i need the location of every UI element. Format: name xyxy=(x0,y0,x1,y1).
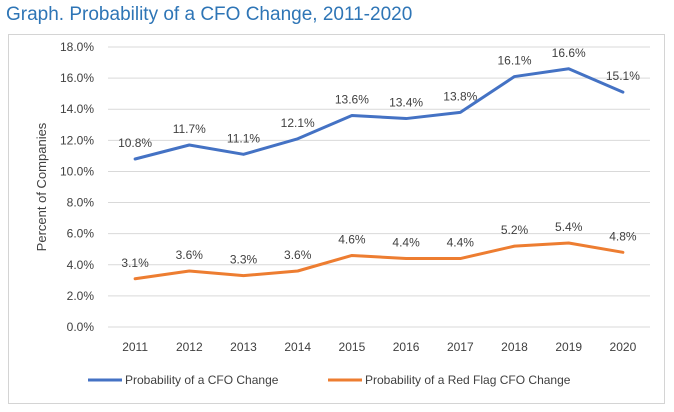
y-tick-label: 12.0% xyxy=(60,133,94,147)
data-label: 3.6% xyxy=(176,248,204,262)
data-label: 3.6% xyxy=(284,248,312,262)
y-tick-label: 14.0% xyxy=(60,102,94,116)
data-label: 13.4% xyxy=(389,96,423,110)
data-label: 10.8% xyxy=(118,136,152,150)
data-label: 4.4% xyxy=(447,236,475,250)
x-tick-label: 2018 xyxy=(501,340,528,354)
data-label: 5.2% xyxy=(501,223,529,237)
y-tick-label: 8.0% xyxy=(67,196,95,210)
y-tick-label: 4.0% xyxy=(67,258,95,272)
y-tick-label: 16.0% xyxy=(60,71,94,85)
data-label: 12.1% xyxy=(281,116,315,130)
data-label: 5.4% xyxy=(555,220,583,234)
data-label: 15.1% xyxy=(606,69,640,83)
x-tick-label: 2014 xyxy=(284,340,311,354)
x-tick-label: 2017 xyxy=(447,340,474,354)
chart-frame xyxy=(8,34,665,404)
data-label: 4.8% xyxy=(609,229,637,243)
page-title: Graph. Probability of a CFO Change, 2011… xyxy=(6,4,413,25)
y-axis-title: Percent of Companies xyxy=(34,122,49,251)
data-label: 3.3% xyxy=(230,253,258,267)
y-tick-label: 10.0% xyxy=(60,164,94,178)
x-tick-label: 2020 xyxy=(610,340,637,354)
data-label: 13.6% xyxy=(335,92,369,106)
data-label: 11.1% xyxy=(227,131,260,145)
y-tick-label: 2.0% xyxy=(67,289,95,303)
x-tick-label: 2015 xyxy=(339,340,366,354)
data-label: 4.6% xyxy=(338,232,366,246)
series-line xyxy=(133,241,625,281)
data-label: 4.4% xyxy=(392,236,420,250)
y-tick-label: 0.0% xyxy=(67,320,95,334)
data-label: 3.1% xyxy=(121,256,149,270)
legend-label: Probability of a Red Flag CFO Change xyxy=(365,373,571,387)
x-tick-label: 2011 xyxy=(122,340,148,354)
data-label: 16.6% xyxy=(552,46,586,60)
x-tick-label: 2019 xyxy=(555,340,582,354)
data-label: 16.1% xyxy=(497,54,531,68)
y-tick-label: 6.0% xyxy=(67,227,95,241)
legend-label: Probability of a CFO Change xyxy=(125,373,279,387)
data-label: 11.7% xyxy=(173,122,206,136)
series-line xyxy=(133,67,625,161)
data-label: 13.8% xyxy=(443,89,477,103)
x-tick-label: 2012 xyxy=(176,340,203,354)
x-tick-label: 2016 xyxy=(393,340,420,354)
x-tick-label: 2013 xyxy=(230,340,257,354)
y-tick-label: 18.0% xyxy=(60,40,94,54)
